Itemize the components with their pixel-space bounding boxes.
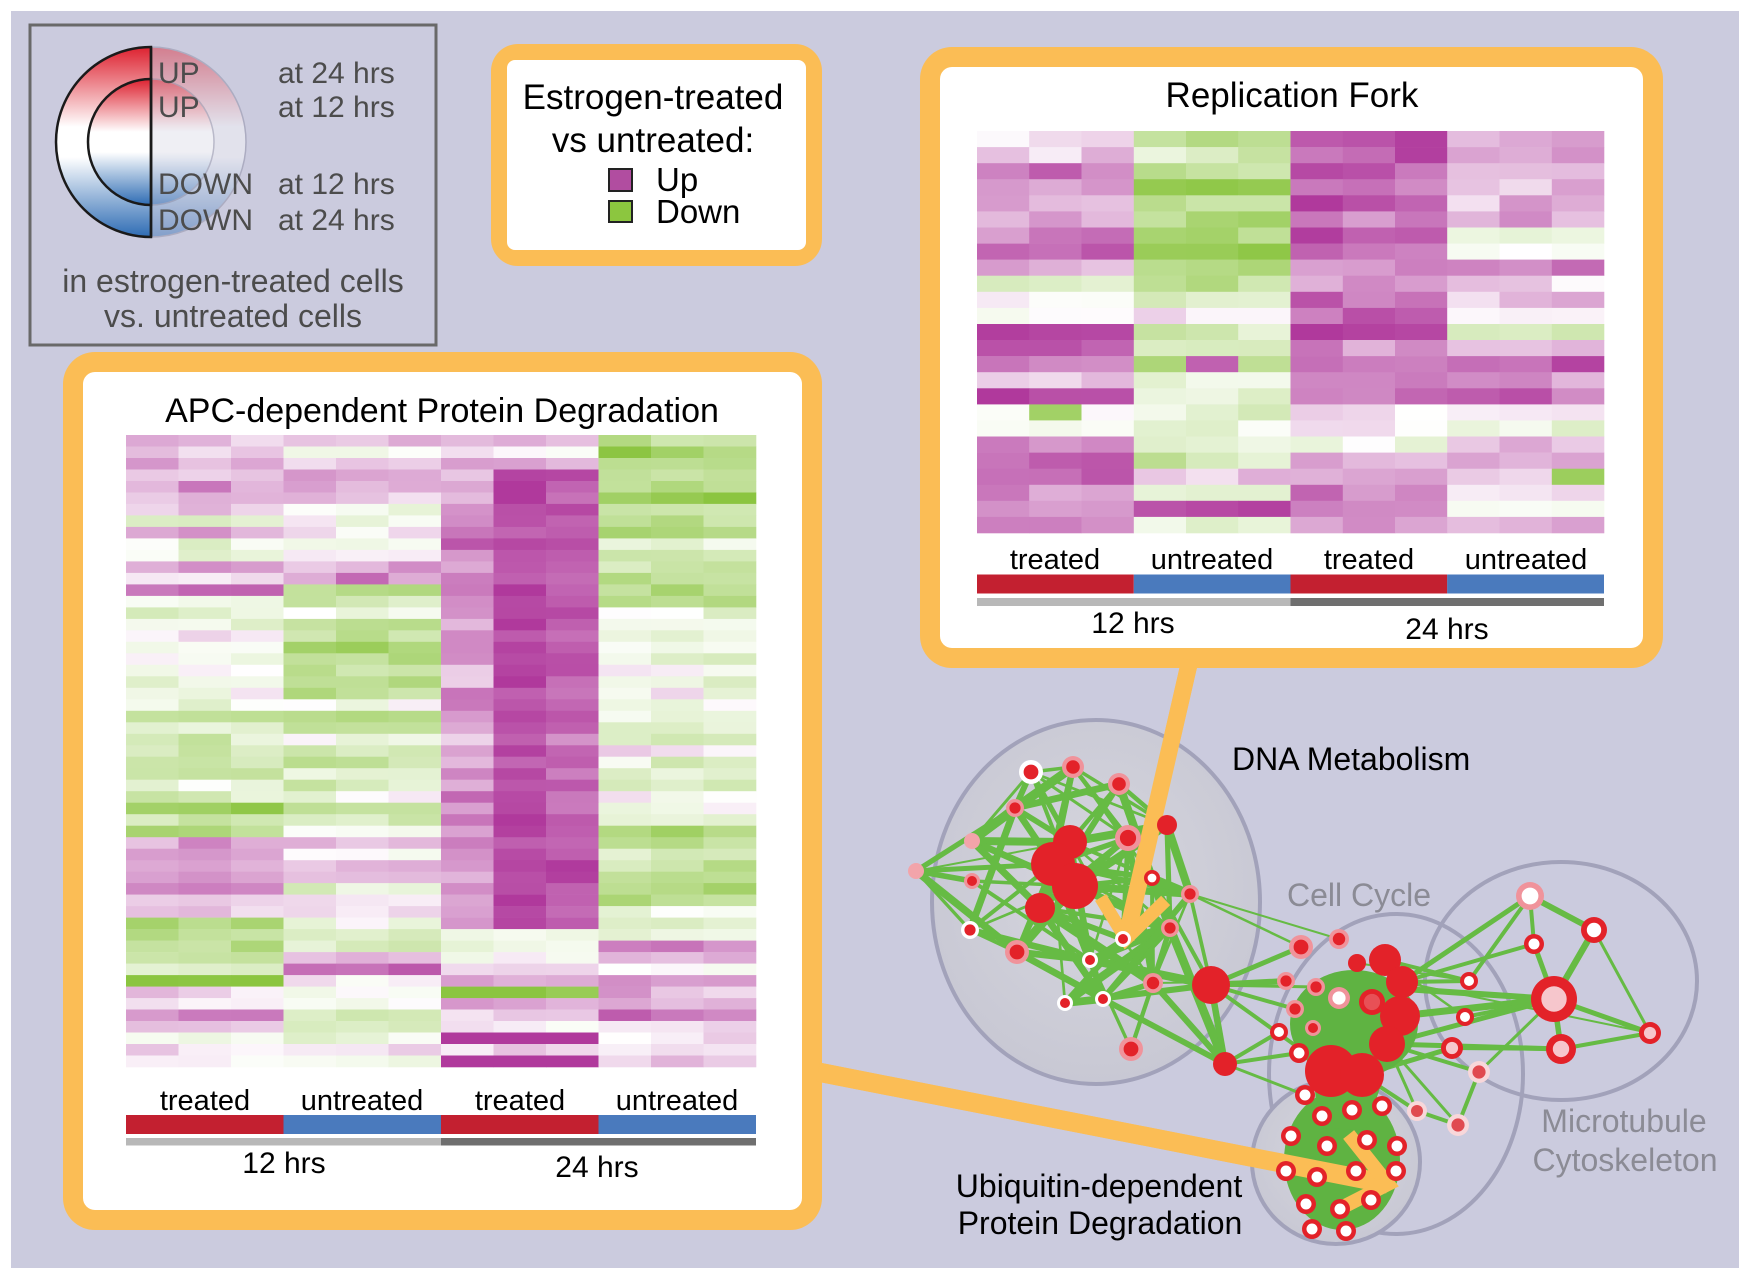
svg-text:UP: UP <box>158 91 200 124</box>
svg-text:at 24 hrs: at 24 hrs <box>278 204 395 237</box>
svg-text:Protein Degradation: Protein Degradation <box>958 1205 1243 1241</box>
svg-text:24 hrs: 24 hrs <box>555 1151 638 1184</box>
svg-text:DOWN: DOWN <box>158 204 253 237</box>
svg-text:at 24 hrs: at 24 hrs <box>278 57 395 90</box>
svg-text:Estrogen-treated: Estrogen-treated <box>523 78 784 117</box>
svg-text:DNA Metabolism: DNA Metabolism <box>1232 741 1470 777</box>
svg-text:Up: Up <box>656 161 698 198</box>
svg-text:Down: Down <box>656 193 740 230</box>
svg-text:at 12 hrs: at 12 hrs <box>278 168 395 201</box>
svg-text:Cell Cycle: Cell Cycle <box>1287 877 1431 913</box>
svg-text:UP: UP <box>158 57 200 90</box>
svg-text:vs. untreated cells: vs. untreated cells <box>104 298 362 334</box>
svg-text:DOWN: DOWN <box>158 168 253 201</box>
svg-text:vs untreated:: vs untreated: <box>552 121 754 160</box>
svg-text:untreated: untreated <box>1465 544 1588 576</box>
svg-text:treated: treated <box>1324 544 1414 576</box>
svg-text:12 hrs: 12 hrs <box>242 1147 325 1180</box>
svg-text:APC-dependent Protein Degradat: APC-dependent Protein Degradation <box>165 392 719 430</box>
svg-text:24 hrs: 24 hrs <box>1405 613 1488 646</box>
svg-text:untreated: untreated <box>1151 544 1274 576</box>
svg-text:Replication Fork: Replication Fork <box>1166 76 1419 115</box>
svg-text:treated: treated <box>1010 544 1100 576</box>
svg-text:12 hrs: 12 hrs <box>1091 607 1174 640</box>
svg-text:treated: treated <box>160 1085 250 1117</box>
svg-text:treated: treated <box>475 1085 565 1117</box>
svg-text:Microtubule: Microtubule <box>1541 1103 1706 1139</box>
svg-text:Ubiquitin-dependent: Ubiquitin-dependent <box>956 1168 1243 1204</box>
svg-text:Cytoskeleton: Cytoskeleton <box>1533 1142 1718 1178</box>
svg-text:in estrogen-treated cells: in estrogen-treated cells <box>62 263 404 299</box>
svg-text:untreated: untreated <box>301 1085 424 1117</box>
svg-text:at 12 hrs: at 12 hrs <box>278 91 395 124</box>
svg-text:untreated: untreated <box>616 1085 739 1117</box>
